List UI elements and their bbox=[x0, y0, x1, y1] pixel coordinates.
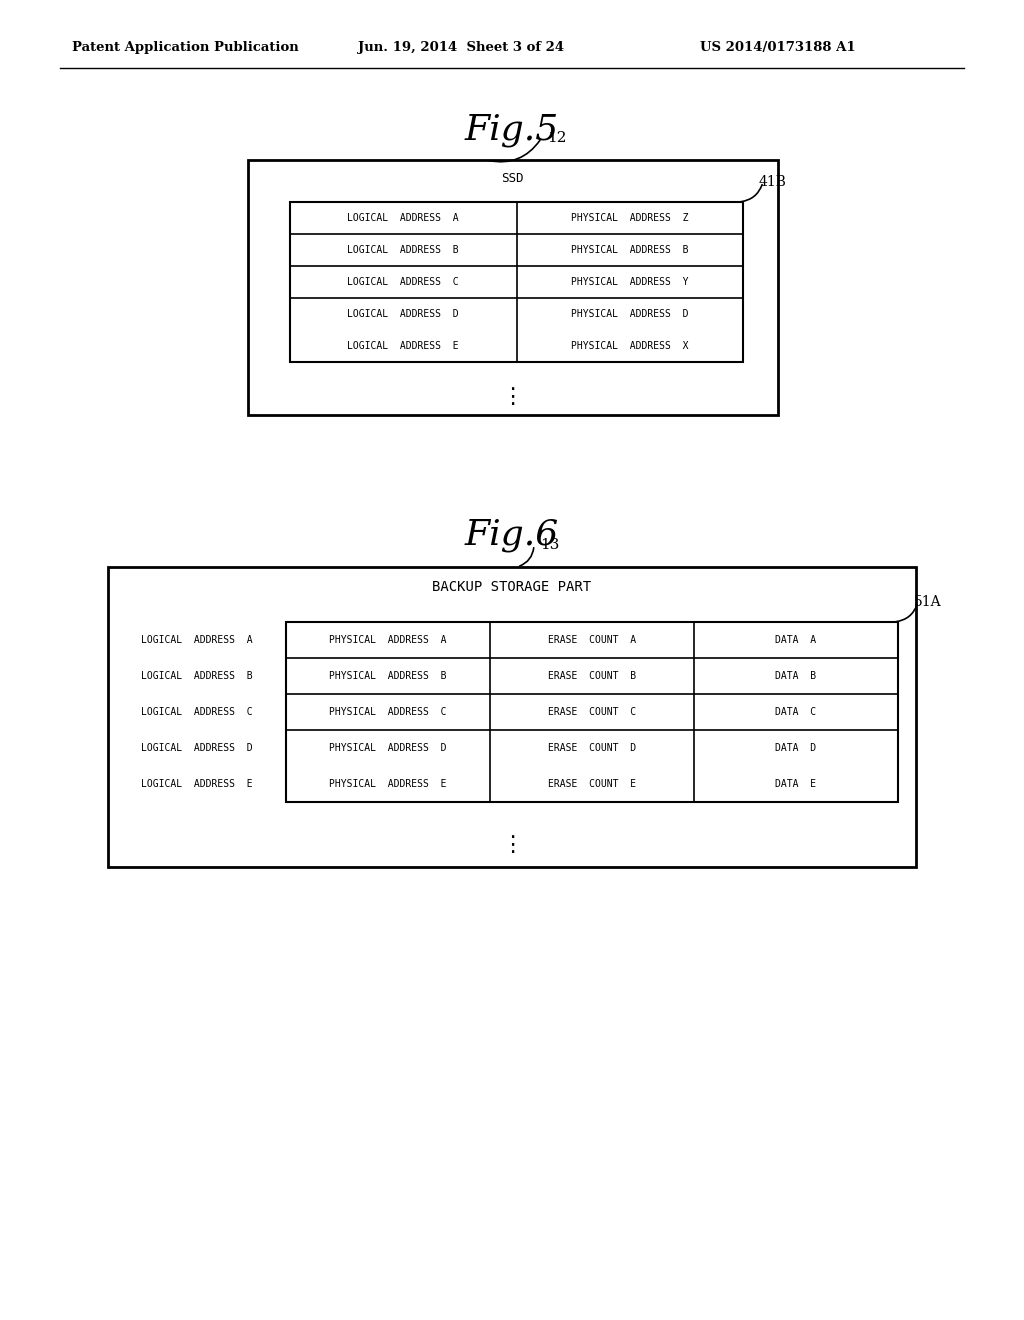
Text: ⋮: ⋮ bbox=[501, 836, 523, 855]
Text: Patent Application Publication: Patent Application Publication bbox=[72, 41, 299, 54]
Text: ⋮: ⋮ bbox=[501, 387, 523, 407]
Text: ERASE  COUNT  E: ERASE COUNT E bbox=[548, 779, 636, 789]
Text: DATA  A: DATA A bbox=[775, 635, 816, 645]
Text: PHYSICAL  ADDRESS  B: PHYSICAL ADDRESS B bbox=[330, 671, 446, 681]
Text: ERASE  COUNT  C: ERASE COUNT C bbox=[548, 708, 636, 717]
Text: PHYSICAL  ADDRESS  C: PHYSICAL ADDRESS C bbox=[330, 708, 446, 717]
Text: LOGICAL  ADDRESS  A: LOGICAL ADDRESS A bbox=[347, 213, 459, 223]
Text: PHYSICAL  ADDRESS  A: PHYSICAL ADDRESS A bbox=[330, 635, 446, 645]
Bar bbox=[108, 568, 916, 867]
Text: PHYSICAL  ADDRESS  Z: PHYSICAL ADDRESS Z bbox=[571, 213, 688, 223]
Text: DATA  C: DATA C bbox=[775, 708, 816, 717]
Text: PHYSICAL  ADDRESS  D: PHYSICAL ADDRESS D bbox=[571, 309, 688, 319]
Text: Fig.6: Fig.6 bbox=[465, 517, 559, 552]
Text: SSD: SSD bbox=[501, 172, 523, 185]
Bar bbox=[286, 622, 898, 803]
Text: LOGICAL  ADDRESS  E: LOGICAL ADDRESS E bbox=[347, 341, 459, 351]
Text: ERASE  COUNT  A: ERASE COUNT A bbox=[548, 635, 636, 645]
Text: 51A: 51A bbox=[914, 595, 942, 609]
Text: PHYSICAL  ADDRESS  D: PHYSICAL ADDRESS D bbox=[330, 743, 446, 752]
Text: Jun. 19, 2014  Sheet 3 of 24: Jun. 19, 2014 Sheet 3 of 24 bbox=[358, 41, 564, 54]
Text: LOGICAL  ADDRESS  C: LOGICAL ADDRESS C bbox=[141, 708, 253, 717]
Text: LOGICAL  ADDRESS  A: LOGICAL ADDRESS A bbox=[141, 635, 253, 645]
Text: ERASE  COUNT  D: ERASE COUNT D bbox=[548, 743, 636, 752]
Text: 12: 12 bbox=[548, 131, 567, 145]
Text: Fig.5: Fig.5 bbox=[465, 114, 559, 147]
Text: DATA  B: DATA B bbox=[775, 671, 816, 681]
Text: DATA  E: DATA E bbox=[775, 779, 816, 789]
Text: PHYSICAL  ADDRESS  Y: PHYSICAL ADDRESS Y bbox=[571, 277, 688, 286]
Text: BACKUP STORAGE PART: BACKUP STORAGE PART bbox=[432, 579, 592, 594]
Text: PHYSICAL  ADDRESS  B: PHYSICAL ADDRESS B bbox=[571, 246, 688, 255]
Text: 13: 13 bbox=[540, 539, 559, 552]
Text: LOGICAL  ADDRESS  E: LOGICAL ADDRESS E bbox=[141, 779, 253, 789]
Text: 41B: 41B bbox=[759, 176, 786, 189]
Text: ERASE  COUNT  B: ERASE COUNT B bbox=[548, 671, 636, 681]
Bar bbox=[248, 160, 778, 414]
Text: LOGICAL  ADDRESS  C: LOGICAL ADDRESS C bbox=[347, 277, 459, 286]
Text: PHYSICAL  ADDRESS  E: PHYSICAL ADDRESS E bbox=[330, 779, 446, 789]
Text: LOGICAL  ADDRESS  D: LOGICAL ADDRESS D bbox=[141, 743, 253, 752]
Text: LOGICAL  ADDRESS  D: LOGICAL ADDRESS D bbox=[347, 309, 459, 319]
Bar bbox=[290, 202, 743, 362]
Text: PHYSICAL  ADDRESS  X: PHYSICAL ADDRESS X bbox=[571, 341, 688, 351]
Text: US 2014/0173188 A1: US 2014/0173188 A1 bbox=[700, 41, 856, 54]
Text: LOGICAL  ADDRESS  B: LOGICAL ADDRESS B bbox=[347, 246, 459, 255]
Text: LOGICAL  ADDRESS  B: LOGICAL ADDRESS B bbox=[141, 671, 253, 681]
Text: DATA  D: DATA D bbox=[775, 743, 816, 752]
